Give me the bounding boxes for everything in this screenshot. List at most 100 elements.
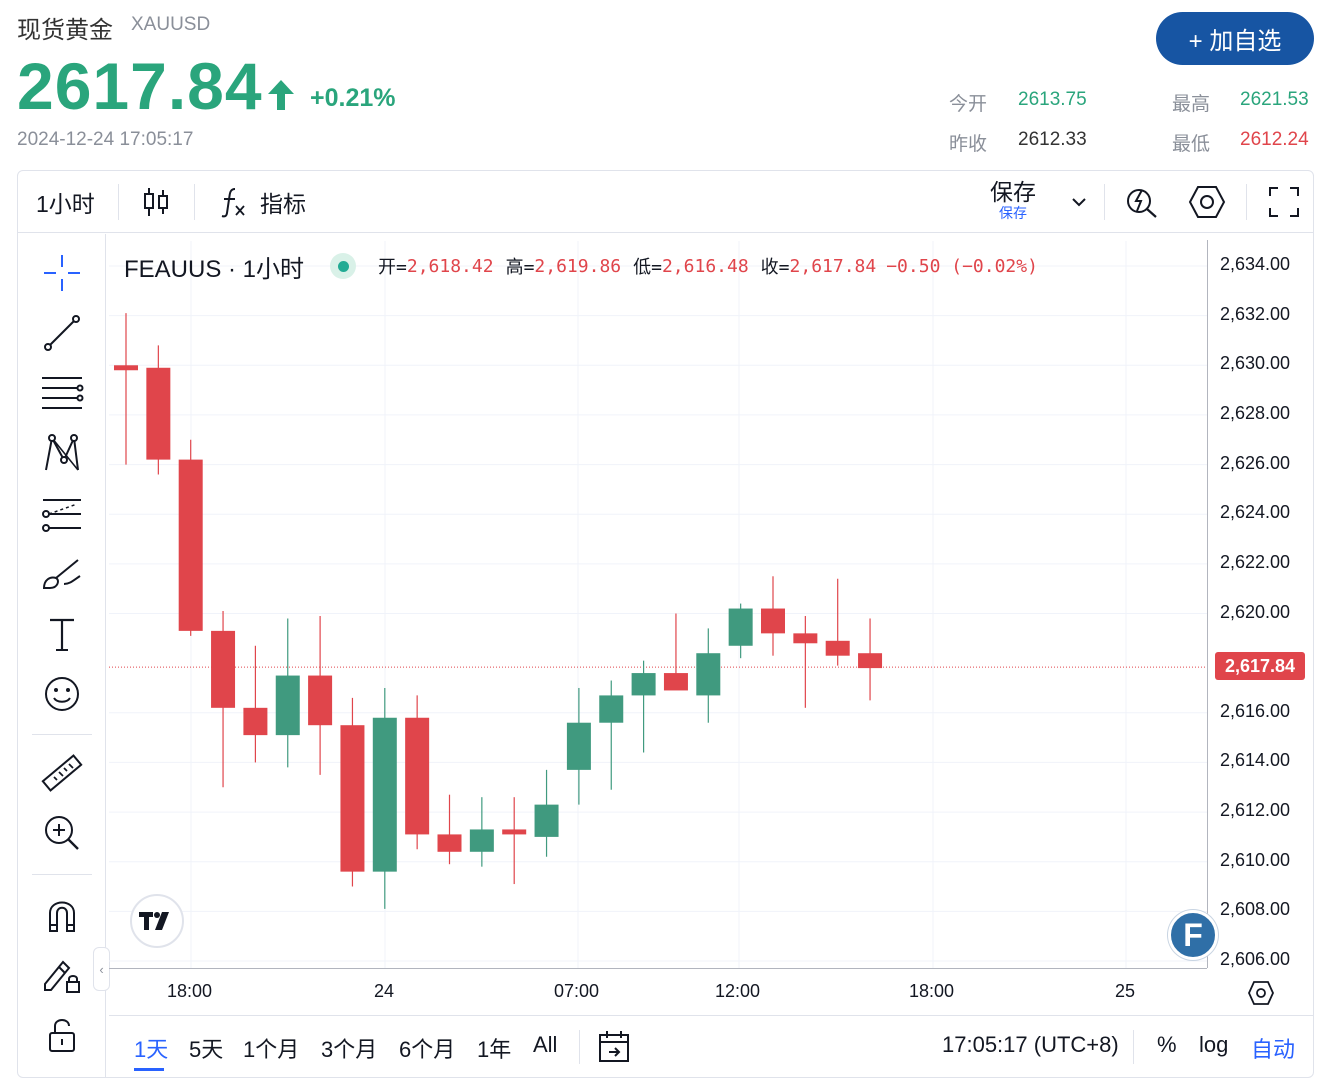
magnet-tool[interactable] [38,891,86,939]
legend-close-value: 2,617.84 [789,255,877,277]
candle-body [534,804,559,837]
price-tick-label: 2,634.00 [1220,254,1291,274]
price-tick-label: 2,606.00 [1220,949,1291,969]
candle [696,628,721,723]
crosshair-tool[interactable] [38,249,86,297]
range-1y[interactable]: 1年 [477,1037,512,1062]
prev-close-label: 昨收 [949,134,988,155]
quick-search-button[interactable] [1124,171,1160,233]
fib-retracement-tool[interactable] [38,370,86,418]
price-axis[interactable]: 2,634.00 2,632.00 2,630.00 2,628.00 2,626.00… [1207,240,1313,969]
legend-open-value: 2,618.42 [406,255,494,277]
candle-body [825,640,850,656]
candle-body [631,673,656,696]
chart-legend: FEAUUS · 1小时 开= 2,618.42 高= 2,619.86 低= … [124,251,1038,283]
candle [178,439,203,636]
legend-low-value: 2,616.48 [661,255,749,277]
candle [858,618,883,701]
price-tick-label: 2,610.00 [1220,849,1291,870]
time-axis[interactable]: 18:00 24 07:00 12:00 18:00 25 [109,968,1207,1014]
candle-body [340,725,365,872]
candle [534,769,559,857]
price-change-percent: +0.21% [310,84,396,112]
active-range-underline [134,1068,164,1071]
pencil-lock-icon [44,960,80,993]
zoom-in-tool[interactable] [38,809,86,857]
unlock-tool[interactable] [38,1011,86,1059]
candle [275,618,300,768]
candle-body [308,675,333,726]
quote-header: 现货黄金 XAUUSD 2617.84 +0.21% 2024-12-24 17… [0,0,1325,165]
candle-body [502,829,527,835]
timezone-display[interactable]: 17:05:17 (UTC+8) [942,1032,1119,1057]
trend-line-tool[interactable] [38,309,86,357]
open-label: 今开 [949,94,988,115]
add-to-watchlist-button[interactable]: + 加自选 [1156,12,1314,65]
collapse-toolbar-button[interactable]: ‹ [93,947,110,991]
candle-body [372,717,397,872]
candle-body [469,829,494,852]
text-tool[interactable] [38,610,86,658]
candle [146,345,171,475]
candle-type-button[interactable] [142,171,170,233]
brush-tool[interactable] [38,550,86,598]
open-value: 2613.75 [1018,89,1087,110]
legend-change: −0.50 (−0.02%) [886,255,1038,277]
time-tick-label: 12:00 [715,981,761,1001]
range-all[interactable]: All [533,1032,558,1057]
chart-widget: 1小时 指标 保存 保存 [17,170,1314,1078]
crosshair-icon [44,255,80,291]
range-1m[interactable]: 1个月 [243,1037,300,1062]
lock-drawing-tool[interactable] [38,951,86,999]
candle [599,680,624,790]
tradingview-logo[interactable] [130,894,184,948]
smiley-icon [45,677,79,711]
candle [825,578,850,666]
candle [761,576,785,656]
high-value: 2621.53 [1240,89,1309,110]
chevron-down-icon [1072,198,1086,207]
candle [243,645,268,763]
auto-scale-button[interactable]: 自动 [1251,1037,1296,1062]
axis-settings-button[interactable] [1247,980,1275,1011]
forecast-tool[interactable] [38,490,86,538]
magnet-icon [49,901,75,932]
candle [469,797,494,867]
save-dropdown-button[interactable] [1070,171,1088,233]
fullscreen-button[interactable] [1268,171,1300,233]
candle [631,660,656,753]
candle-body [405,717,430,835]
candle [728,603,753,659]
low-value: 2612.24 [1240,129,1309,150]
indicators-button[interactable]: 指标 [218,171,306,233]
emoji-tool[interactable] [38,670,86,718]
range-3m[interactable]: 3个月 [321,1037,378,1062]
toolbar-divider [194,184,195,220]
percent-scale-button[interactable]: % [1157,1032,1177,1057]
f-badge-icon[interactable]: F [1168,910,1218,960]
toolbar-divider [118,184,119,220]
market-status-icon [330,253,357,279]
save-button[interactable]: 保存 保存 [986,179,1040,225]
bottom-bar: 1天 5天 1个月 3个月 6个月 1年 All 17:05:17 (UTC+8… [109,1015,1313,1077]
go-to-date-button[interactable] [597,1030,633,1069]
candlestick-chart[interactable] [109,240,1207,970]
fullscreen-icon [1269,187,1299,217]
candle-body [599,695,624,723]
range-5d[interactable]: 5天 [189,1037,224,1062]
log-scale-button[interactable]: log [1199,1032,1229,1057]
interval-button[interactable]: 1小时 [36,191,95,217]
range-6m[interactable]: 6个月 [399,1037,456,1062]
horizontal-lines-icon [42,377,84,409]
zoom-in-icon [45,816,79,850]
measure-tool[interactable] [38,749,86,797]
range-1d[interactable]: 1天 [134,1037,169,1062]
low-label: 最低 [1172,134,1211,155]
lightning-search-icon [1127,189,1157,218]
pattern-tool[interactable] [38,430,86,478]
forecast-icon [42,499,81,532]
candle [437,794,462,865]
settings-button[interactable] [1188,171,1226,233]
candle [663,613,688,691]
tradingview-logo-icon [139,912,169,930]
